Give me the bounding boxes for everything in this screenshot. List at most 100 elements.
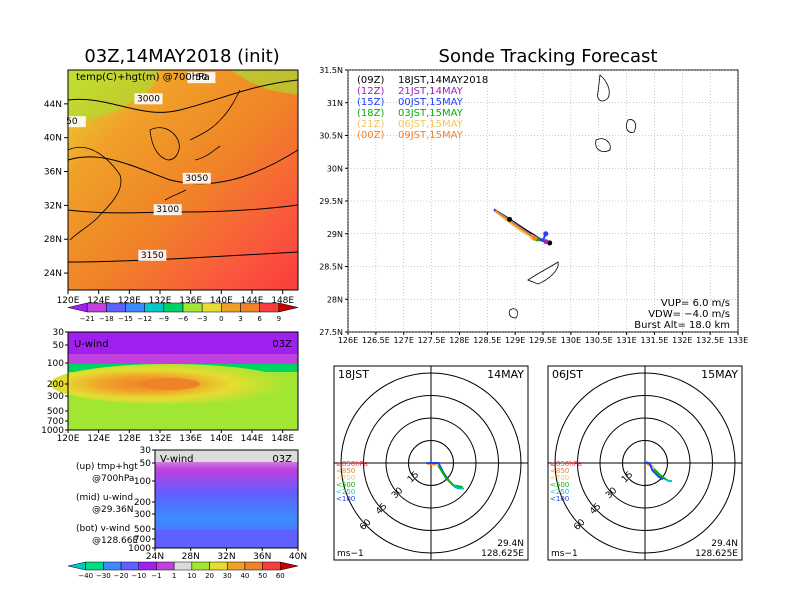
hodograph-left-label: 18JST bbox=[338, 368, 369, 381]
x-tick-label: 120E bbox=[57, 434, 80, 444]
contour-labels: 3000 50 3050 3100 3150 50 bbox=[57, 72, 216, 261]
y-tick-label: 100 bbox=[47, 359, 64, 369]
track-line bbox=[494, 209, 536, 240]
island bbox=[626, 119, 636, 133]
y-tick-label: 32N bbox=[44, 201, 62, 211]
x-tick-label: 32N bbox=[217, 552, 235, 562]
legend-code: (12Z) bbox=[357, 86, 384, 97]
y-tick-label: 1000 bbox=[41, 426, 64, 436]
x-tick-label: 140E bbox=[210, 296, 233, 306]
y-tick-label: 31.5N bbox=[319, 66, 343, 75]
contour-label-bg bbox=[57, 116, 86, 128]
y-tick-label: 30 bbox=[140, 446, 152, 456]
y-tick-label: 100 bbox=[134, 477, 151, 487]
colorbar-swatch bbox=[221, 302, 241, 313]
temperature-colorbar: −21 −18 −15 −12 −9 −6 −3 0 3 6 9 bbox=[67, 302, 299, 323]
left-title: 03Z,14MAY2018 (init) bbox=[84, 46, 279, 67]
island bbox=[508, 308, 518, 319]
note-line: (mid) u-wind bbox=[76, 493, 133, 503]
island bbox=[597, 74, 610, 102]
legend-code: (00Z) bbox=[357, 130, 384, 141]
hodograph-trace bbox=[435, 463, 439, 467]
y-tick-label: 24N bbox=[44, 269, 62, 279]
corner-label-bg bbox=[696, 367, 741, 379]
track-endpoint bbox=[547, 240, 553, 246]
x-tick-label: 140E bbox=[210, 434, 233, 444]
x-tick-label: 144E bbox=[241, 434, 264, 444]
colorbar-swatch bbox=[138, 561, 157, 571]
track-info-line: VUP= 6.0 m/s bbox=[661, 298, 730, 309]
colorbar-swatch bbox=[120, 561, 140, 571]
level-legend: <500 bbox=[550, 481, 569, 489]
x-tick-label: 128E bbox=[449, 336, 469, 345]
colorbar-label: 20 bbox=[205, 572, 214, 580]
track-endpoint bbox=[543, 239, 549, 245]
colorbar-label: 3 bbox=[238, 315, 242, 323]
hodograph-location: 128.625E bbox=[481, 549, 524, 559]
colorbar-swatch bbox=[201, 302, 222, 313]
contour-label: 3050 bbox=[185, 174, 208, 184]
level-legend: ≥850hPa bbox=[336, 460, 368, 468]
colorbar-label: 30 bbox=[223, 572, 232, 580]
hodograph-unit: ms−1 bbox=[551, 549, 578, 559]
x-tick-label: 129.5E bbox=[529, 336, 557, 345]
right-title: Sonde Tracking Forecast bbox=[439, 46, 658, 67]
track-endpoint bbox=[543, 231, 549, 237]
contour-label-bg bbox=[182, 172, 211, 184]
contour-label-bg bbox=[187, 72, 216, 84]
colorbar-label: 60 bbox=[276, 572, 285, 580]
hodograph-trace bbox=[651, 465, 655, 470]
hodograph-left-label: 06JST bbox=[552, 368, 583, 381]
contour-label: 3000 bbox=[137, 94, 160, 104]
x-tick-label: 131E bbox=[616, 336, 636, 345]
colorbar-label: −9 bbox=[159, 315, 169, 323]
track-endpoint bbox=[532, 235, 538, 241]
track-lines bbox=[493, 208, 553, 246]
coastline bbox=[67, 146, 122, 241]
legend-label: 06JST,15MAY bbox=[398, 119, 464, 130]
x-tick-label: 136E bbox=[179, 296, 202, 306]
colorbar-swatch bbox=[226, 561, 246, 571]
wind-colorbar: −40 −30 −20 −10 −1 1 10 20 30 40 50 60 bbox=[67, 561, 299, 580]
x-tick-label: 126.5E bbox=[362, 336, 390, 345]
v-wind-x-axis: 24N 28N 32N 36N 40N bbox=[146, 548, 307, 562]
y-tick-label: 29.5N bbox=[319, 197, 343, 206]
y-tick-label: 500 bbox=[134, 525, 151, 535]
island bbox=[595, 138, 611, 152]
note-line: (bot) v-wind bbox=[76, 524, 130, 534]
x-tick-label: 124E bbox=[87, 434, 110, 444]
colorbar-label: 9 bbox=[277, 315, 281, 323]
hodograph-right-label: 14MAY bbox=[487, 368, 524, 381]
x-tick-label: 128E bbox=[118, 296, 141, 306]
level-legend: <700 bbox=[550, 474, 569, 482]
y-tick-label: 28.5N bbox=[319, 263, 343, 272]
corner-label-bg bbox=[482, 367, 527, 379]
level-legend: <700 bbox=[336, 474, 355, 482]
contour-label: 3100 bbox=[156, 205, 179, 215]
level-legend: <250 bbox=[550, 488, 569, 496]
colorbar-label: −30 bbox=[96, 572, 111, 580]
map-x-axis: 120E 124E 128E 132E 136E 140E 144E 148E bbox=[57, 290, 294, 306]
x-tick-label: 144E bbox=[241, 296, 264, 306]
corner-label-bg bbox=[335, 367, 375, 379]
x-tick-label: 127E bbox=[394, 336, 414, 345]
contour-label: 50 bbox=[66, 117, 78, 127]
x-tick-label: 36N bbox=[253, 552, 271, 562]
y-tick-label: 44N bbox=[44, 100, 62, 110]
level-legend: <250 bbox=[336, 488, 355, 496]
y-tick-label: 300 bbox=[47, 392, 64, 402]
y-tick-label: 700 bbox=[47, 417, 64, 427]
legend-code: (18Z) bbox=[357, 108, 384, 119]
colorbar-swatch bbox=[191, 561, 210, 571]
colorbar-label: 10 bbox=[187, 572, 196, 580]
colorbar-label: 0 bbox=[219, 315, 223, 323]
contour-label-bg bbox=[153, 204, 182, 216]
y-tick-label: 200 bbox=[47, 380, 64, 390]
y-tick-label: 29N bbox=[327, 230, 343, 239]
note-line: @700hPa bbox=[92, 474, 134, 484]
x-tick-label: 148E bbox=[271, 296, 294, 306]
x-tick-label: 127.5E bbox=[418, 336, 446, 345]
launch-point bbox=[507, 216, 513, 222]
